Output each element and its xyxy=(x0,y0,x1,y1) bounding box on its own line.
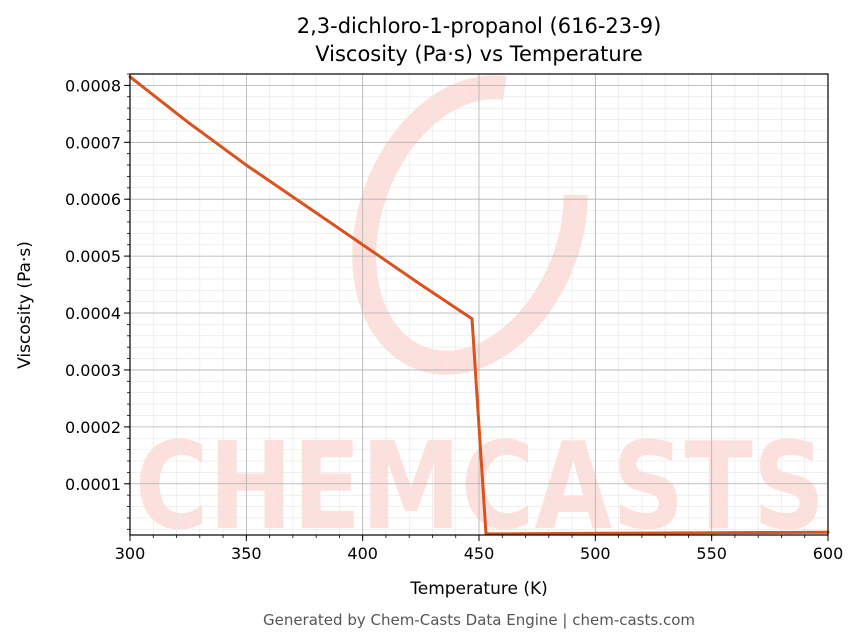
y-tick-label: 0.0001 xyxy=(65,475,121,494)
y-tick-label: 0.0004 xyxy=(65,304,121,323)
y-tick-label: 0.0006 xyxy=(65,190,121,209)
footer-credit: Generated by Chem-Casts Data Engine | ch… xyxy=(263,611,695,629)
y-tick-label: 0.0003 xyxy=(65,361,121,380)
chemcasts-watermark: CHEMCASTS xyxy=(135,75,825,557)
y-tick-label: 0.0007 xyxy=(65,133,121,152)
y-tick-label: 0.0008 xyxy=(65,76,121,95)
x-tick-label: 350 xyxy=(231,544,262,563)
x-tick-label: 400 xyxy=(347,544,378,563)
y-axis-ticks: 0.0001 0.0002 0.0003 0.0004 0.0005 0.0006 0.00… xyxy=(65,73,130,530)
x-tick-label: 300 xyxy=(115,544,146,563)
chart-subtitle: Viscosity (Pa·s) vs Temperature xyxy=(315,42,643,66)
x-tick-label: 500 xyxy=(580,544,611,563)
y-tick-label: 0.0005 xyxy=(65,247,121,266)
viscosity-series-line xyxy=(128,75,830,536)
watermark-logo-ring xyxy=(352,75,588,375)
y-axis-label: Viscosity (Pa·s) xyxy=(15,241,35,369)
x-axis-label: Temperature (K) xyxy=(409,579,548,599)
x-tick-label: 600 xyxy=(813,544,844,563)
x-tick-label: 450 xyxy=(464,544,495,563)
chart-title: 2,3-dichloro-1-propanol (616-23-9) xyxy=(297,14,662,38)
series-layer xyxy=(128,75,830,536)
x-axis-ticks: 300 350 400 450 500 550 600 xyxy=(115,535,844,563)
y-tick-label: 0.0002 xyxy=(65,418,121,437)
x-tick-label: 550 xyxy=(696,544,727,563)
